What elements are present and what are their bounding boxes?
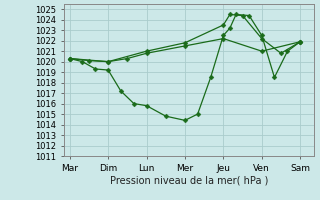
X-axis label: Pression niveau de la mer( hPa ): Pression niveau de la mer( hPa ) — [110, 175, 268, 185]
